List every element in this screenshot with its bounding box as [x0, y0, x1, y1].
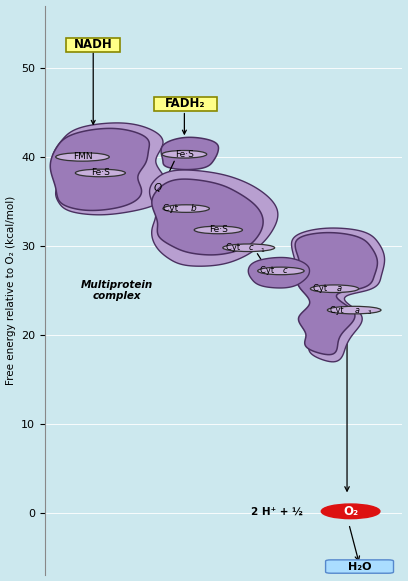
Polygon shape — [150, 170, 278, 266]
Text: Cyt: Cyt — [163, 204, 181, 213]
Text: 2 H⁺ + ½: 2 H⁺ + ½ — [251, 506, 303, 517]
Polygon shape — [161, 137, 219, 170]
Text: a: a — [336, 284, 341, 293]
Text: Cyt: Cyt — [260, 267, 277, 275]
Ellipse shape — [327, 306, 381, 314]
Text: Fe·S: Fe·S — [175, 150, 194, 159]
Text: Cyt: Cyt — [330, 306, 346, 314]
Text: Fe·S: Fe·S — [91, 168, 110, 177]
FancyBboxPatch shape — [67, 38, 120, 52]
Text: FADH₂: FADH₂ — [165, 97, 206, 110]
Text: 1: 1 — [260, 248, 264, 253]
Text: H₂O: H₂O — [348, 562, 371, 572]
Polygon shape — [52, 123, 167, 215]
Text: Multiprotein
complex: Multiprotein complex — [80, 279, 153, 302]
Ellipse shape — [194, 226, 242, 234]
Ellipse shape — [163, 205, 209, 213]
Ellipse shape — [223, 244, 275, 252]
Ellipse shape — [162, 150, 207, 158]
Polygon shape — [50, 128, 149, 210]
Text: NADH: NADH — [74, 38, 113, 51]
Text: Q: Q — [153, 183, 162, 193]
Text: b: b — [191, 204, 196, 213]
Polygon shape — [152, 179, 263, 255]
Text: c: c — [283, 267, 288, 275]
Ellipse shape — [75, 169, 125, 177]
Ellipse shape — [258, 267, 304, 275]
Polygon shape — [295, 232, 377, 354]
Polygon shape — [292, 228, 385, 362]
Text: O₂: O₂ — [343, 505, 358, 518]
Text: FMN: FMN — [73, 152, 92, 162]
Text: Fe·S: Fe·S — [209, 225, 228, 235]
FancyBboxPatch shape — [154, 97, 217, 111]
Text: 3: 3 — [368, 310, 371, 315]
Ellipse shape — [310, 285, 359, 292]
FancyBboxPatch shape — [326, 560, 393, 573]
Text: Cyt: Cyt — [313, 284, 330, 293]
Ellipse shape — [55, 153, 109, 161]
Text: c: c — [248, 243, 253, 252]
Polygon shape — [248, 257, 310, 288]
Circle shape — [321, 504, 380, 519]
Text: Cyt: Cyt — [226, 243, 243, 252]
Text: a: a — [354, 306, 359, 314]
Y-axis label: Free energy relative to O₂ (kcal/mol): Free energy relative to O₂ (kcal/mol) — [6, 196, 16, 385]
